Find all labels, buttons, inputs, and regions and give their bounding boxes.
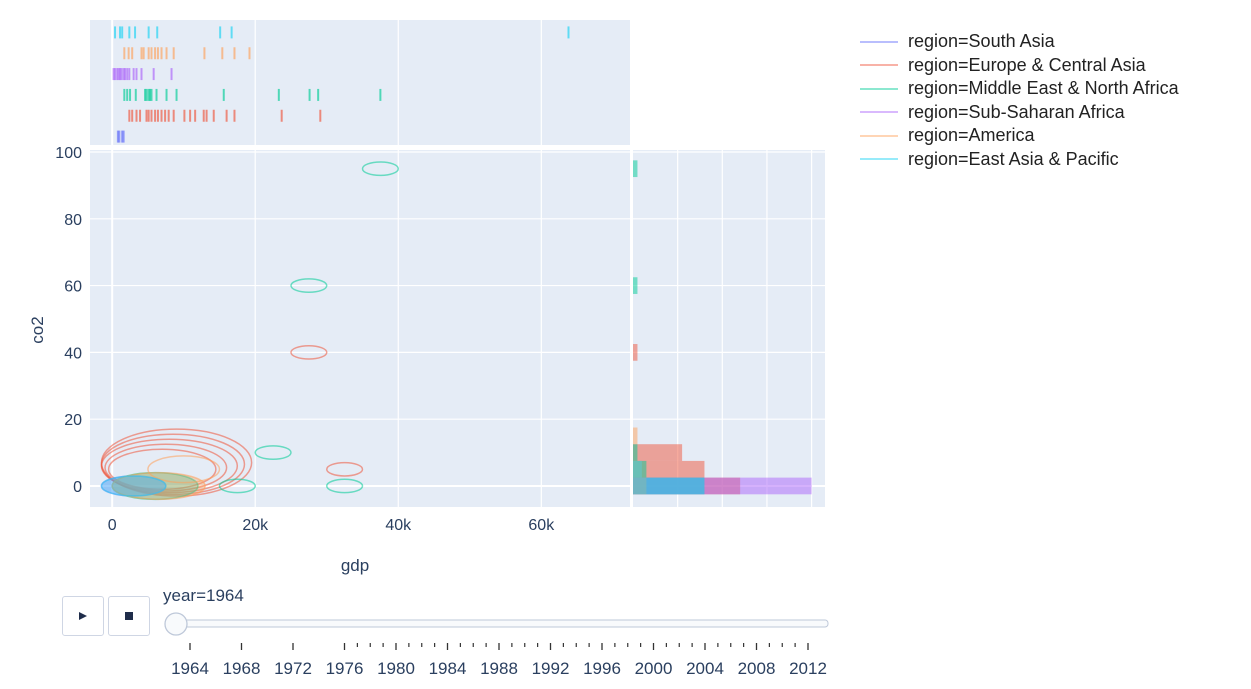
density-contour: [254, 445, 292, 460]
histogram-bar: [633, 427, 638, 445]
legend-item[interactable]: region=South Asia: [860, 30, 1179, 54]
density-contour: [111, 471, 206, 501]
x-tick-label: 0: [108, 517, 117, 534]
slider-tick-label: 1988: [480, 659, 518, 678]
y-tick-label: 80: [64, 212, 82, 229]
legend-line-icon: [860, 134, 898, 137]
histogram-bar: [633, 444, 683, 461]
density-contour: [218, 478, 256, 494]
legend-label: region=Middle East & North Africa: [908, 78, 1179, 99]
histogram-bar: [633, 444, 638, 461]
legend-line-icon: [860, 64, 898, 67]
slider-tick-label: 1984: [429, 659, 467, 678]
legend-line-icon: [860, 158, 898, 161]
slider-current-label: year=1964: [163, 586, 244, 605]
slider-tick-label: 1964: [171, 659, 209, 678]
legend-item[interactable]: region=America: [860, 124, 1179, 148]
y-tick-label: 40: [64, 345, 82, 362]
density-contour: [107, 448, 217, 491]
legend-label: region=Europe & Central Asia: [908, 54, 1146, 75]
legend-line-icon: [860, 87, 898, 90]
density-contour: [361, 161, 400, 177]
stop-icon: [125, 612, 133, 620]
legend-label: region=Sub-Saharan Africa: [908, 101, 1125, 122]
slider-tick-label: 1980: [377, 659, 415, 678]
density-contour: [325, 461, 364, 477]
density-contour: [290, 278, 328, 294]
main-plot-area: [90, 150, 630, 507]
slider-handle[interactable]: [164, 612, 188, 636]
density-contour: [104, 443, 228, 492]
slider-tick-label: 2012: [789, 659, 827, 678]
y-tick-label: 60: [64, 279, 82, 296]
legend-line-icon: [860, 111, 898, 114]
legend-item[interactable]: region=Europe & Central Asia: [860, 54, 1179, 78]
legend-label: region=East Asia & Pacific: [908, 148, 1119, 169]
slider-tick-label: 1992: [532, 659, 570, 678]
legend-item[interactable]: region=Middle East & North Africa: [860, 77, 1179, 101]
histogram-bar: [633, 277, 638, 294]
slider-tick-label: 1996: [583, 659, 621, 678]
x-tick-label: 20k: [242, 517, 269, 534]
histogram-bar: [633, 344, 638, 361]
stop-button[interactable]: [108, 596, 150, 636]
slider-tick-label: 2000: [635, 659, 673, 678]
y-axis-label: co2: [28, 316, 47, 343]
density-contour: [290, 344, 328, 360]
density-contour: [100, 428, 253, 497]
histogram-bar: [633, 460, 642, 478]
legend-line-icon: [860, 40, 898, 43]
slider-tick-label: 2004: [686, 659, 724, 678]
legend: region=South Asia region=Europe & Central…: [860, 30, 1179, 171]
density-contour: [147, 455, 221, 484]
x-axis-label: gdp: [341, 556, 369, 575]
play-button[interactable]: [62, 596, 104, 636]
play-icon: [79, 612, 87, 620]
density-contour: [325, 478, 364, 494]
slider-tick-label: 1976: [326, 659, 364, 678]
x-tick-label: 40k: [385, 517, 412, 534]
legend-item[interactable]: region=East Asia & Pacific: [860, 148, 1179, 172]
y-tick-label: 0: [73, 479, 82, 496]
legend-label: region=America: [908, 125, 1035, 146]
y-tick-label: 100: [55, 145, 82, 162]
histogram-bar: [633, 460, 705, 478]
top-rug-plot-area: [90, 20, 630, 145]
histogram-bar: [633, 160, 638, 178]
histogram-bar: [633, 477, 705, 495]
slider-tick-label: 2008: [738, 659, 776, 678]
slider-tick-label: 1972: [274, 659, 312, 678]
slider-tick-label: 1968: [223, 659, 261, 678]
y-tick-label: 20: [64, 412, 82, 429]
slider-track[interactable]: [174, 619, 829, 628]
legend-label: region=South Asia: [908, 31, 1055, 52]
x-tick-label: 60k: [528, 517, 555, 534]
legend-item[interactable]: region=Sub-Saharan Africa: [860, 101, 1179, 125]
density-contour: [100, 475, 167, 497]
